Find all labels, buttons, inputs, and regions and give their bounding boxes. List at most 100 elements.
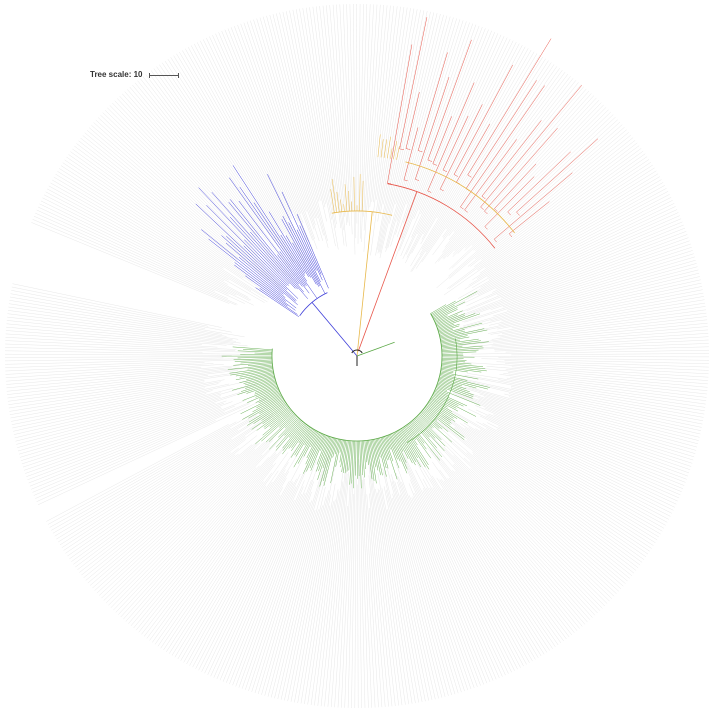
leader-line	[432, 73, 569, 256]
leader-line	[86, 130, 246, 263]
green-leaf	[353, 440, 355, 489]
leader-line	[370, 7, 405, 256]
leader-line	[473, 119, 618, 251]
green-leaf	[387, 435, 398, 460]
leader-line	[443, 71, 566, 239]
leader-line	[455, 426, 643, 563]
leader-line	[324, 462, 348, 707]
green-leaf	[264, 408, 291, 430]
tree-branches	[195, 17, 599, 489]
green-leaf	[282, 423, 306, 455]
green-leaf	[375, 438, 381, 458]
leader-line	[410, 53, 538, 267]
leader-line	[423, 46, 526, 235]
blue-leaf	[244, 239, 289, 286]
leader-line	[487, 173, 659, 278]
leader-line	[403, 457, 503, 677]
green-leaf	[441, 347, 484, 351]
leader-line	[439, 469, 564, 642]
leader-line	[162, 62, 295, 263]
leader-line	[446, 145, 640, 289]
green-leaf	[432, 394, 477, 417]
leader-line	[123, 465, 260, 620]
leader-line	[375, 488, 406, 705]
leader-line	[259, 17, 318, 219]
green-leaf	[317, 436, 332, 480]
leader-line	[508, 396, 698, 448]
leader-line	[357, 3, 361, 244]
leader-line	[351, 461, 356, 709]
leader-line	[459, 389, 692, 467]
green-leaf	[358, 440, 360, 477]
green-leaf	[430, 398, 453, 412]
leader-line	[7, 316, 241, 344]
leader-line	[472, 162, 651, 281]
leader-line	[448, 439, 617, 594]
blue-leaf	[282, 215, 321, 286]
green-leaf	[431, 291, 478, 316]
leader-line	[452, 410, 663, 532]
leader-line	[6, 365, 240, 385]
leader-line	[446, 68, 560, 230]
leader-line	[11, 381, 221, 422]
leader-line	[453, 392, 687, 480]
leader-line	[385, 16, 451, 252]
green-leaf	[441, 349, 479, 353]
red-subarc	[427, 190, 432, 193]
leader-line	[497, 306, 706, 337]
red-leaf	[432, 116, 452, 164]
leader-line	[124, 91, 287, 276]
green-leaf	[437, 382, 474, 396]
leader-line	[415, 469, 518, 670]
leader-line	[485, 415, 677, 505]
leader-line	[437, 88, 587, 262]
leader-line	[453, 455, 603, 609]
leader-line	[485, 212, 679, 299]
green-leaf	[435, 388, 449, 395]
leader-line	[403, 23, 473, 224]
green-leaf	[365, 440, 369, 466]
leader-line	[115, 442, 277, 613]
blue-leaf	[201, 229, 286, 298]
leader-line	[31, 405, 235, 490]
leader-line	[263, 16, 324, 236]
green-leaf	[437, 383, 474, 397]
leader-line	[426, 487, 521, 668]
leader-line	[361, 4, 371, 242]
leader-line	[487, 296, 704, 334]
green-leaf	[434, 309, 458, 321]
leader-line	[62, 162, 224, 269]
leader-line	[25, 402, 225, 474]
leader-line	[418, 32, 495, 211]
leader-line	[490, 266, 698, 322]
leader-line	[411, 36, 505, 238]
leader-line	[430, 478, 539, 658]
leader-line	[492, 206, 676, 293]
blue-leaf	[255, 287, 300, 318]
leader-line	[160, 481, 273, 649]
leader-line	[174, 452, 299, 658]
leader-line	[363, 4, 374, 217]
leader-line	[79, 448, 239, 573]
blue-leaf	[232, 165, 305, 276]
leader-line	[498, 357, 710, 361]
leader-line	[92, 443, 258, 589]
green-leaf	[419, 413, 453, 443]
green-leaf	[388, 434, 401, 462]
green-leaf	[441, 360, 466, 363]
green-leaf	[247, 388, 279, 403]
leader-line	[261, 454, 330, 695]
green-leaf	[440, 372, 455, 377]
leader-line	[234, 26, 318, 250]
leader-line	[67, 422, 261, 557]
leader-line	[457, 231, 687, 318]
tree-scale-label: Tree scale: 10	[90, 70, 143, 79]
leader-line	[422, 478, 524, 667]
blue-leaf	[225, 242, 298, 305]
leader-line	[279, 12, 327, 222]
green-leaf	[437, 381, 470, 393]
green-leaf	[441, 366, 482, 373]
leader-line	[154, 485, 267, 645]
green-leaf	[373, 439, 381, 476]
green-leaf	[291, 425, 309, 452]
